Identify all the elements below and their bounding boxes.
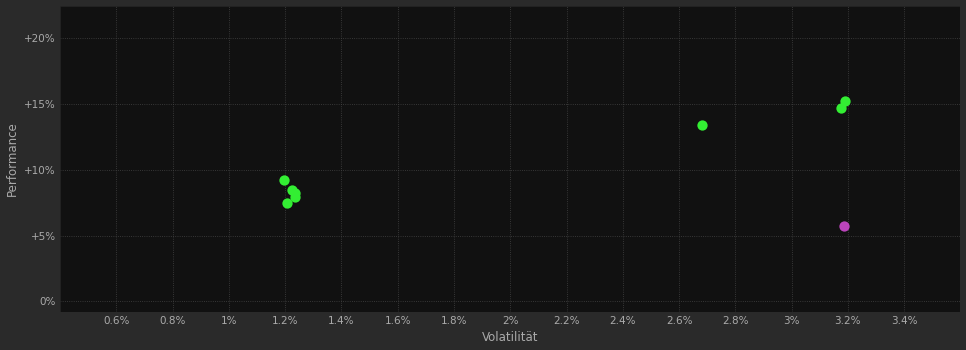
Point xyxy=(279,200,295,205)
Point xyxy=(694,122,709,128)
Point xyxy=(838,99,853,104)
Point xyxy=(287,195,302,200)
Point xyxy=(287,191,302,196)
Point xyxy=(836,224,851,229)
Point xyxy=(833,105,848,111)
X-axis label: Volatilität: Volatilität xyxy=(482,331,538,344)
Point xyxy=(276,177,292,183)
Y-axis label: Performance: Performance xyxy=(6,121,18,196)
Point xyxy=(284,187,299,192)
